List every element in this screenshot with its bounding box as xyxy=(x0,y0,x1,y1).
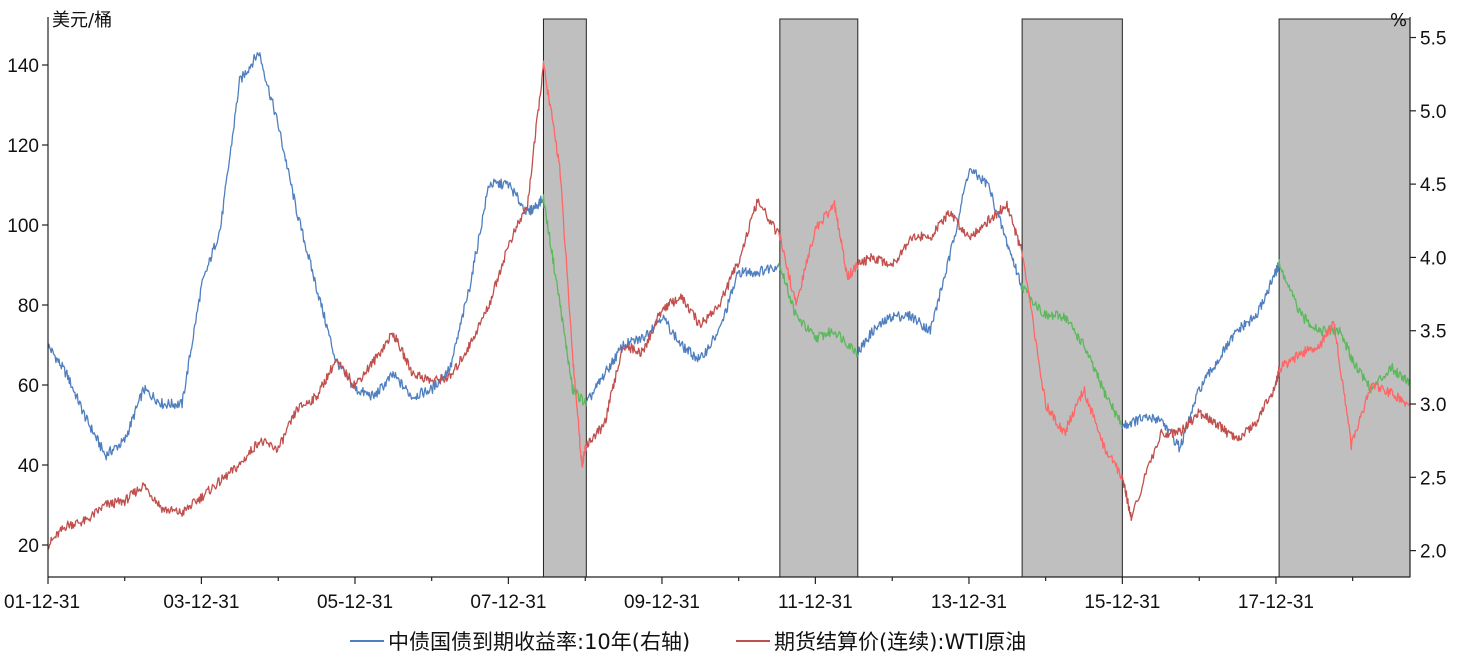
series-bond-yield-segment-4 xyxy=(778,263,859,358)
series-bond-yield-segment-8 xyxy=(1278,259,1411,394)
right-tick-label-4.0: 4.0 xyxy=(1420,248,1446,269)
right-tick-label-5.5: 5.5 xyxy=(1420,29,1446,50)
legend-label-bond: 中债国债到期收益率:10年(右轴) xyxy=(388,630,690,654)
shaded-period-4 xyxy=(1278,18,1411,578)
series-bond-yield-segment-6 xyxy=(1020,283,1123,429)
series-bond-yield-segment-1 xyxy=(47,52,544,461)
right-tick-label-5.0: 5.0 xyxy=(1420,102,1446,123)
right-tick-label-2.5: 2.5 xyxy=(1420,468,1446,489)
shaded-period-2 xyxy=(779,18,859,578)
series-wti-oil-segment-8 xyxy=(1278,320,1411,451)
left-tick-label-20: 20 xyxy=(18,536,39,557)
x-tick-label-03-12-31: 03-12-31 xyxy=(163,592,239,613)
x-tick-label-01-12-31: 01-12-31 xyxy=(4,592,80,613)
left-tick-label-100: 100 xyxy=(7,216,39,237)
left-tick-label-80: 80 xyxy=(18,296,39,317)
left-tick-label-60: 60 xyxy=(18,376,39,397)
series-wti-oil-segment-2 xyxy=(542,60,587,468)
x-tick-label-11-12-31: 11-12-31 xyxy=(778,592,853,613)
legend-label-oil: 期货结算价(连续):WTI原油 xyxy=(774,630,1026,654)
right-axis-unit: % xyxy=(1390,10,1407,31)
shaded-periods xyxy=(542,18,1411,578)
series-wti-oil-segment-6 xyxy=(1020,250,1123,480)
x-tick-label-17-12-31: 17-12-31 xyxy=(1238,592,1314,613)
x-tick-label-15-12-31: 15-12-31 xyxy=(1084,592,1160,613)
series-wti-oil-segment-3 xyxy=(585,198,780,448)
left-tick-label-40: 40 xyxy=(18,456,39,477)
right-tick-label-3.5: 3.5 xyxy=(1420,322,1446,343)
legend: 中债国债到期收益率:10年(右轴) 期货结算价(连续):WTI原油 xyxy=(350,630,1026,654)
left-tick-label-140: 140 xyxy=(7,56,39,77)
x-tick-label-05-12-31: 05-12-31 xyxy=(317,592,393,613)
axes: 20 40 60 80 100 120 140 2.0 2.5 3.0 3.5 4.0 4.5 5.0 5.… xyxy=(4,17,1446,613)
series-wti-oil-segment-4 xyxy=(778,199,859,306)
series-bond-yield-segment-3 xyxy=(585,263,780,402)
shaded-period-3 xyxy=(1021,18,1123,578)
left-tick-label-120: 120 xyxy=(7,136,39,157)
series-wti-oil-segment-5 xyxy=(857,200,1023,268)
left-axis-unit: 美元/桶 xyxy=(52,10,112,31)
shaded-period-1 xyxy=(542,18,587,578)
series-bond-yield-segment-2 xyxy=(542,194,587,407)
series-wti-oil-segment-1 xyxy=(47,70,544,550)
right-tick-label-4.5: 4.5 xyxy=(1420,175,1446,196)
x-tick-label-13-12-31: 13-12-31 xyxy=(931,592,1007,613)
right-tick-label-3.0: 3.0 xyxy=(1420,395,1446,416)
x-tick-label-09-12-31: 09-12-31 xyxy=(624,592,700,613)
right-tick-label-2.0: 2.0 xyxy=(1420,542,1446,563)
series-bond-yield-segment-5 xyxy=(857,168,1023,357)
series-bond-yield-segment-7 xyxy=(1121,262,1280,453)
x-tick-label-07-12-31: 07-12-31 xyxy=(470,592,546,613)
series-layer xyxy=(47,52,1411,550)
series-wti-oil-segment-7 xyxy=(1121,366,1280,521)
